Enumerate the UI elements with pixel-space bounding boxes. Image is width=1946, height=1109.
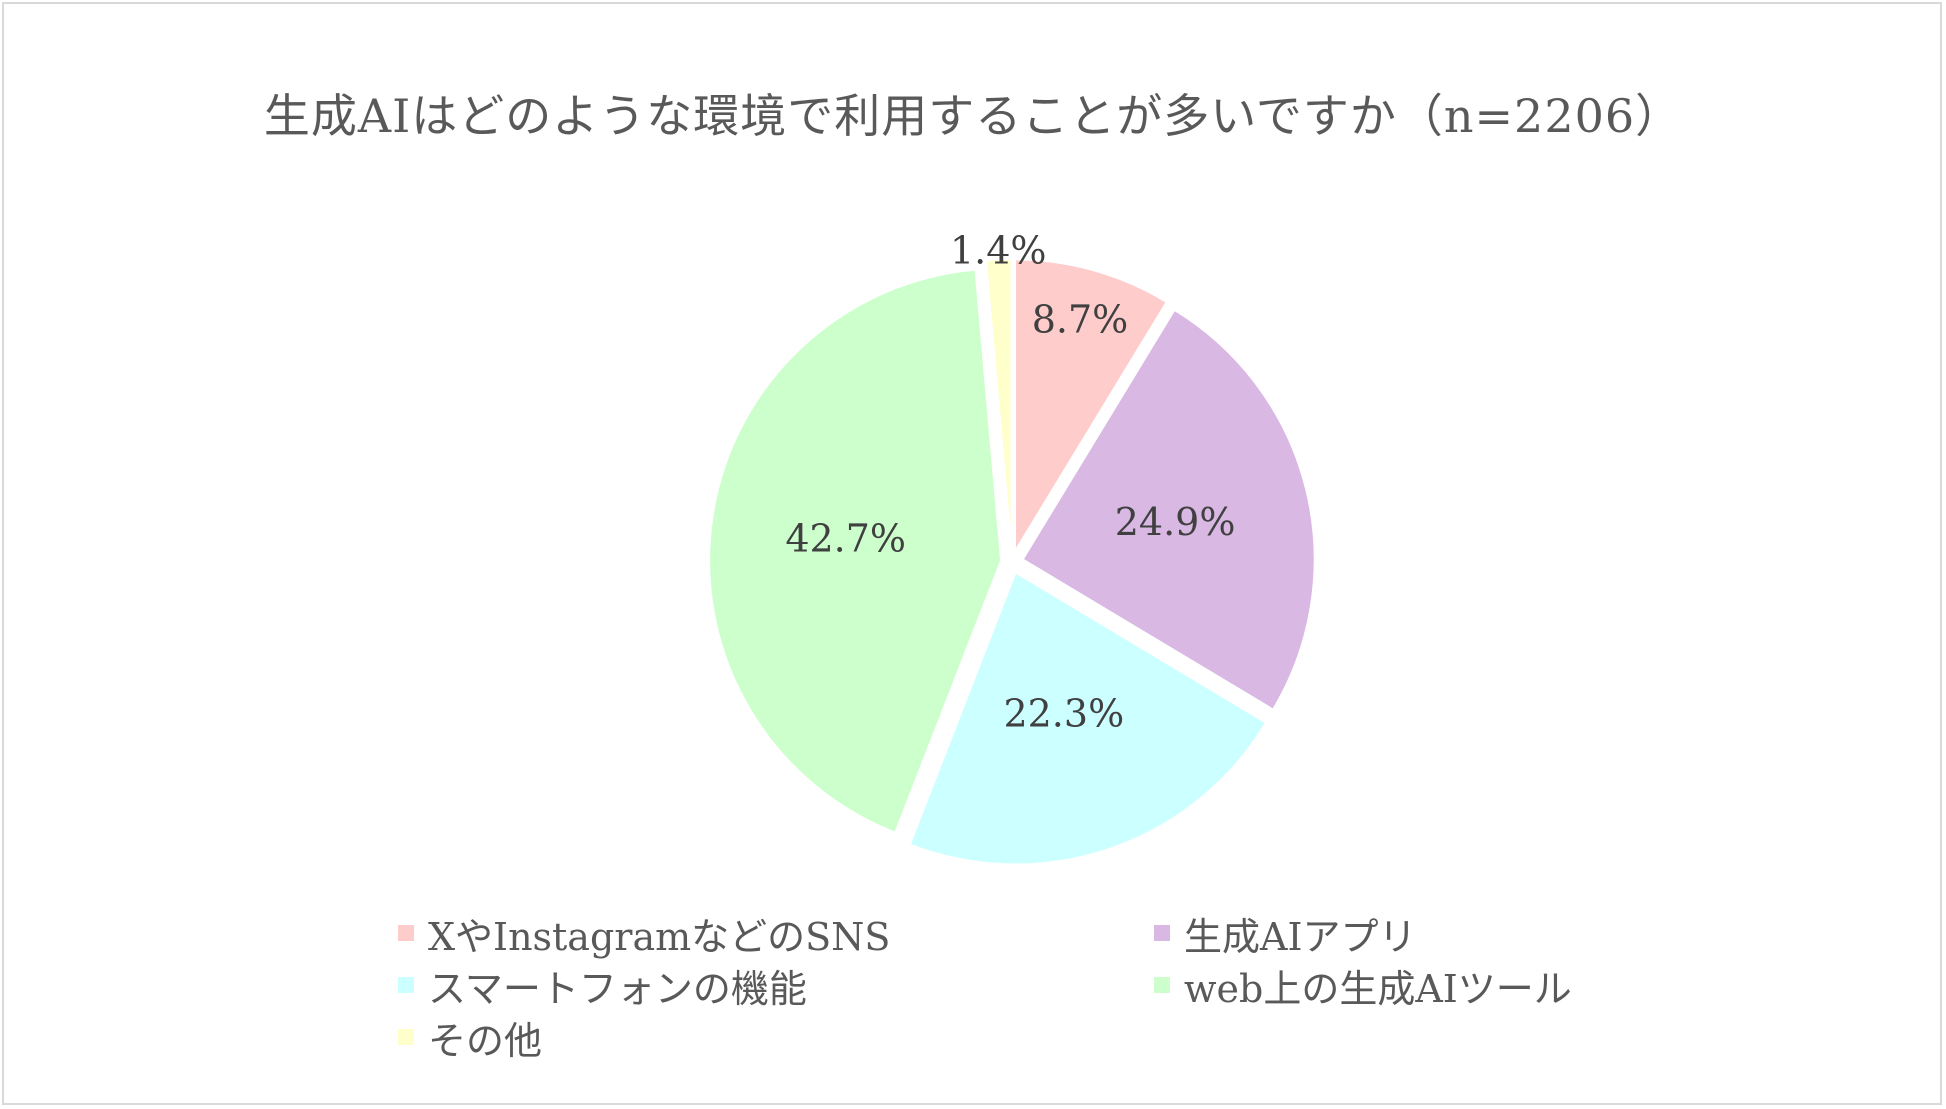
data-label-other: 1.4% xyxy=(950,228,1047,272)
legend-item-sns: XやInstagramなどのSNS xyxy=(398,908,891,959)
legend-label-ai-app: 生成AIアプリ xyxy=(1184,914,1417,959)
legend-label-web-tool: web上の生成AIツール xyxy=(1184,966,1572,1011)
data-label-smartphone: 22.3% xyxy=(1003,691,1124,735)
pie-slice-ai-app xyxy=(1021,308,1316,711)
pie-slice-other xyxy=(984,258,1013,552)
pie-slice-smartphone xyxy=(908,570,1268,866)
legend-label-other: その他 xyxy=(428,1018,543,1063)
pie-slice-web-tool xyxy=(708,268,1003,834)
pie-slice-sns xyxy=(1013,258,1169,555)
legend-label-smartphone: スマートフォンの機能 xyxy=(428,966,807,1011)
legend-swatch-other xyxy=(398,1029,414,1045)
data-label-ai-app: 24.9% xyxy=(1115,500,1236,544)
data-label-web-tool: 42.7% xyxy=(785,516,906,560)
legend-swatch-sns xyxy=(398,925,414,941)
legend-swatch-web-tool xyxy=(1154,977,1170,993)
data-label-sns: 8.7% xyxy=(1032,297,1129,341)
legend-item-web-tool: web上の生成AIツール xyxy=(1154,960,1572,1011)
legend-swatch-smartphone xyxy=(398,977,414,993)
legend-item-other: その他 xyxy=(398,1012,543,1063)
legend-label-sns: XやInstagramなどのSNS xyxy=(428,914,891,959)
legend-swatch-ai-app xyxy=(1154,925,1170,941)
legend-item-smartphone: スマートフォンの機能 xyxy=(398,960,807,1011)
chart-legend: XやInstagramなどのSNS 生成AIアプリ スマートフォンの機能 web… xyxy=(398,908,1598,1068)
legend-item-ai-app: 生成AIアプリ xyxy=(1154,908,1417,959)
chart-title: 生成AIはどのような環境で利用することが多いですか（n=2206） xyxy=(263,89,1683,143)
